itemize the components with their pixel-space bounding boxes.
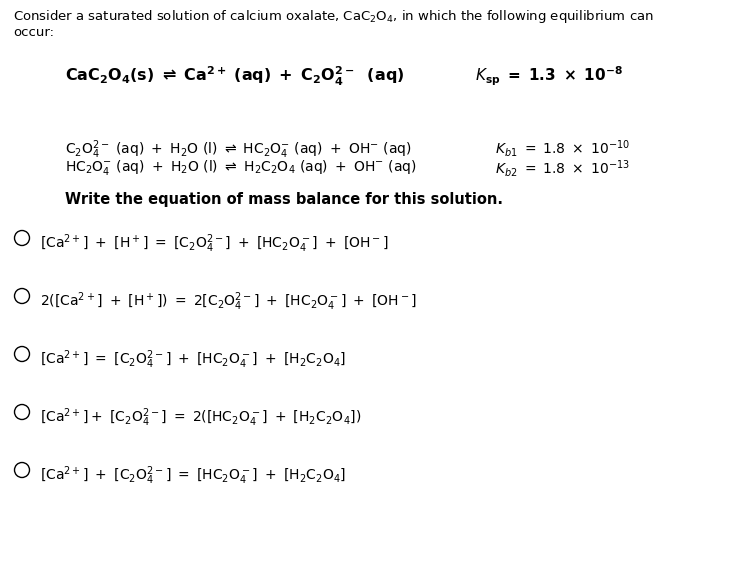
Text: $\mathrm{HC_2O_4^{-}\ (aq)\ +\ H_2O\ (l)\ \rightleftharpoons\ H_2C_2O_4\ (aq)\ +: $\mathrm{HC_2O_4^{-}\ (aq)\ +\ H_2O\ (l)… [65,158,417,177]
Text: $\mathrm{[Ca^{2+}]\ +\ [C_2O_4^{2-}]\ =\ [HC_2O_4^-]\ +\ [H_2C_2O_4]}$: $\mathrm{[Ca^{2+}]\ +\ [C_2O_4^{2-}]\ =\… [40,464,346,487]
Text: $\mathit{K}_{b1}\ =\ 1.8\ \times\ 10^{-10}$: $\mathit{K}_{b1}\ =\ 1.8\ \times\ 10^{-1… [495,138,630,159]
Text: $\mathrm{[Ca^{2+}]\ =\ [C_2O_4^{2-}]\ +\ [HC_2O_4^-]\ +\ [H_2C_2O_4]}$: $\mathrm{[Ca^{2+}]\ =\ [C_2O_4^{2-}]\ +\… [40,348,346,371]
Text: $\mathit{K}_{b2}\ =\ 1.8\ \times\ 10^{-13}$: $\mathit{K}_{b2}\ =\ 1.8\ \times\ 10^{-1… [495,158,630,179]
Text: Write the equation of mass balance for this solution.: Write the equation of mass balance for t… [65,192,503,207]
Text: $\mathbf{\mathit{K}_{sp}\ =\ 1.3\ \times\ 10^{-8}}$: $\mathbf{\mathit{K}_{sp}\ =\ 1.3\ \times… [475,65,623,88]
Text: occur:: occur: [13,26,54,39]
Text: $\mathrm{2([Ca^{2+}]\ +\ [H^+])\ =\ 2[C_2O_4^{2-}]\ +\ [HC_2O_4^-]\ +\ [OH^-]}$: $\mathrm{2([Ca^{2+}]\ +\ [H^+])\ =\ 2[C_… [40,290,417,313]
Text: $\mathrm{[Ca^{2+}]\ +\ [H^+]\ =\ [C_2O_4^{2-}]\ +\ [HC_2O_4^-]\ +\ [OH^-]}$: $\mathrm{[Ca^{2+}]\ +\ [H^+]\ =\ [C_2O_4… [40,232,388,255]
Text: $\mathbf{CaC_2O_4(s)\ \rightleftharpoons\ Ca^{2+}\ (aq)\ +\ C_2O_4^{2-}\ \ (aq)}: $\mathbf{CaC_2O_4(s)\ \rightleftharpoons… [65,65,404,88]
Text: Consider a saturated solution of calcium oxalate, CaC$_2$O$_4$, in which the fol: Consider a saturated solution of calcium… [13,8,654,25]
Text: $\mathrm{[Ca^{2+}]+\ [C_2O_4^{2-}]\ =\ 2([HC_2O_4^-]\ +\ [H_2C_2O_4])}$: $\mathrm{[Ca^{2+}]+\ [C_2O_4^{2-}]\ =\ 2… [40,406,361,429]
Text: $\mathrm{C_2O_4^{2-}\ (aq)\ +\ H_2O\ (l)\ \rightleftharpoons\ HC_2O_4^{-}\ (aq)\: $\mathrm{C_2O_4^{2-}\ (aq)\ +\ H_2O\ (l)… [65,138,412,161]
